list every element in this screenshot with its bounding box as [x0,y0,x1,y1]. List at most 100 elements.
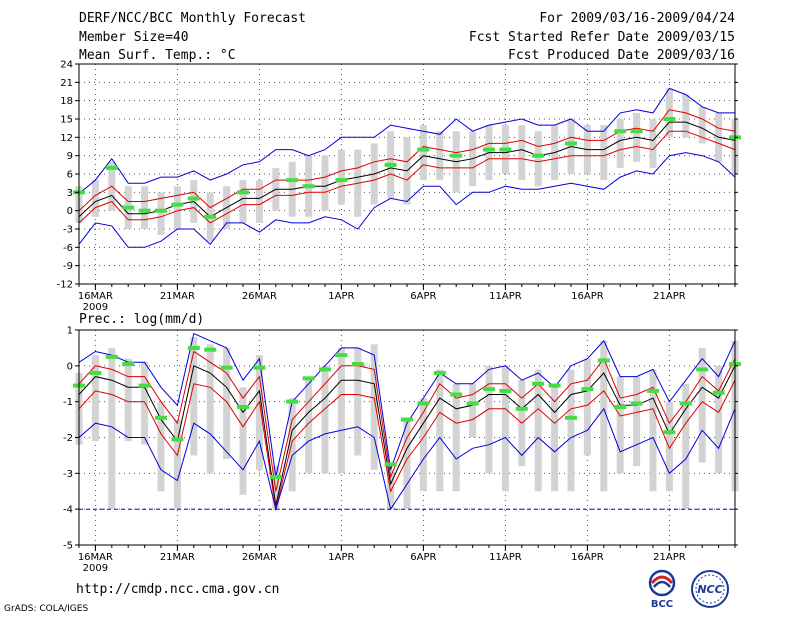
climate-marker [384,162,397,167]
ensemble-box [157,192,165,236]
chart-panel-2: 1 0 -1 -2 -3 -4 -5 16MAR 21MAR 26MAR 1APR 6APR 11APR… [63,326,741,574]
climate-marker [401,417,413,422]
bcc-logo-text: BCC [651,599,673,610]
climate-marker [483,147,495,152]
climate-marker [351,362,364,367]
y-tick-label: -6 [63,243,73,254]
ensemble-box [354,347,362,456]
y-tick-label: 9 [67,151,73,162]
climate-marker [384,462,397,467]
x-tick-label: 16APR [571,291,604,302]
y-tick-label: 24 [60,60,73,71]
ensemble-box [141,186,149,229]
climate-marker [597,358,610,363]
ensemble-box [665,88,673,138]
climate-marker [187,345,200,350]
ensemble-box [452,383,460,492]
ensemble-box [91,355,99,442]
x-year-label: 2009 [83,302,108,313]
series-mean-line [78,121,736,218]
climate-marker [237,405,249,410]
climate-marker [696,367,709,372]
y-tick-label: -4 [63,505,73,516]
y-tick-label: 18 [60,96,73,107]
climate-marker [105,354,118,359]
climate-marker [138,383,151,388]
climate-marker [187,196,200,201]
climate-marker [138,208,151,213]
ensemble-box [337,149,345,205]
climate-marker [335,178,348,183]
series-max-line [78,332,736,478]
ensemble-box [485,365,493,474]
climate-marker [122,205,135,210]
y-tick-label: 1 [67,326,73,337]
climate-marker [89,371,102,375]
climate-marker [647,388,659,393]
ensemble-box [534,131,542,187]
ensemble-box [419,125,427,181]
climate-marker [483,387,495,392]
ensemble-box [108,347,116,510]
ensemble-box [288,398,296,492]
climate-marker [155,415,167,420]
x-tick-label: 1APR [328,291,354,302]
x-tick-label: 21APR [653,552,686,563]
ensemble-box [698,347,706,463]
x-tick-label: 26MAR [242,291,277,302]
fcst-started-date: Fcst Started Refer Date 2009/03/15 [468,30,735,45]
climate-marker [581,387,594,392]
climate-marker [171,202,184,207]
ensemble-box [370,344,378,470]
climate-marker [663,430,676,435]
footer-url[interactable]: http://cmdp.ncc.cma.gov.cn [76,582,280,597]
series-lower-line [78,379,736,510]
ensemble-box [305,380,313,474]
climate-marker [565,141,577,146]
ensemble-box [255,180,263,223]
climate-marker [286,178,299,183]
climate-marker [663,117,676,121]
climate-marker [433,371,446,375]
ensemble-box [436,369,444,492]
x-tick-label: 11APR [489,291,522,302]
x-tick-label: 26MAR [242,552,277,563]
ensemble-box [403,419,411,510]
climate-marker [220,365,233,370]
climate-marker [532,153,545,158]
ensemble-box [665,401,673,492]
climate-marker [253,365,266,370]
ensemble-box [649,369,657,492]
climate-marker [155,208,167,213]
ensemble-box [600,125,608,181]
climate-marker [548,383,561,388]
y-tick-label: 6 [67,170,73,181]
y-tick-label: -5 [63,541,73,552]
ensemble-box [551,383,559,492]
ensemble-box [682,383,690,510]
climate-marker [171,437,184,442]
bcc-logo: BCC [648,569,676,610]
y-tick-label: -3 [63,225,73,236]
ncc-logo: NCC [691,570,729,608]
x-tick-label: 11APR [489,552,522,563]
climate-marker [237,190,249,195]
ensemble-box [419,398,427,492]
climate-marker [499,147,512,152]
x-tick-label: 21MAR [160,291,195,302]
x-year-label: 2009 [83,563,108,574]
y-tick-label: -3 [63,469,73,480]
x-tick-label: 6APR [410,552,436,563]
ensemble-box [534,369,542,492]
y-tick-label: 21 [60,78,73,89]
climate-marker [450,392,463,397]
ensemble-box [649,119,657,168]
x-tick-label: 21APR [653,291,686,302]
ensemble-box [141,362,149,445]
ensemble-box [501,365,509,492]
climate-marker [450,153,463,158]
climate-marker [532,381,545,386]
variable-label: Mean Surf. Temp.: °C [79,48,236,63]
climate-marker [417,147,430,152]
